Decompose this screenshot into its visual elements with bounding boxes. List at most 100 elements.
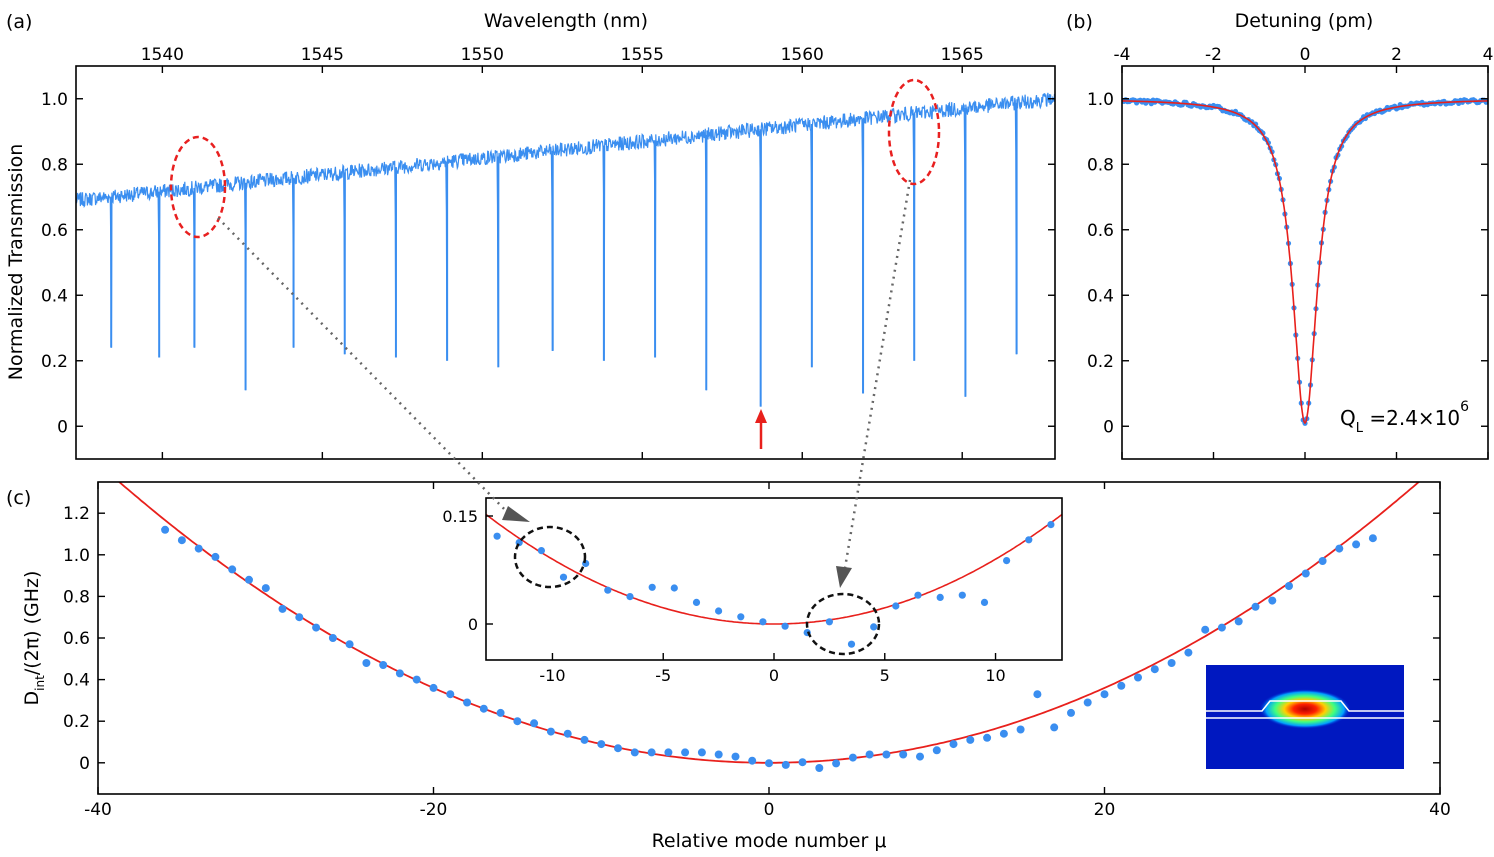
panel-c-data-point — [966, 735, 975, 744]
panel-c-data-point — [1352, 540, 1361, 549]
panel-c-data-point — [597, 740, 606, 749]
panel-c-data-point — [479, 704, 488, 713]
waveguide-mode-profile-image — [1206, 665, 1404, 769]
inset-data-point — [626, 593, 634, 601]
panel-b-xtick-label-4: 4 — [1483, 45, 1494, 65]
inset-data-point — [692, 598, 701, 607]
panel-b-ytick-label-1: 0.2 — [1087, 352, 1114, 372]
panel-b-ytick-label-5: 1.0 — [1087, 90, 1114, 110]
inset-parabolic-fit — [486, 513, 1062, 625]
panel-c-plot-area — [117, 482, 1421, 772]
panel-b-resonance-chart: -4 -2 0 2 4 0 0.2 0.4 0.6 0.8 1.0 — [1087, 45, 1494, 460]
panel-c-xtick-label-0: -40 — [84, 800, 112, 820]
panel-c-data-point — [916, 752, 924, 761]
inset-plot-area — [486, 513, 1062, 648]
panel-a-ytick-label-0: 0 — [57, 417, 68, 437]
panel-c-data-point — [1251, 602, 1260, 611]
highlight-ellipse-right-a — [887, 78, 941, 186]
panel-c-data-point — [429, 683, 438, 692]
panel-c-data-point — [714, 750, 723, 759]
panel-c-data-point — [999, 729, 1008, 738]
panel-a-xtick-label-2: 1550 — [461, 45, 504, 65]
panel-a-transmission-trace — [76, 92, 1055, 407]
inset-data-point — [870, 623, 878, 631]
panel-c-data-point — [412, 675, 421, 684]
panel-c-data-point — [446, 690, 455, 699]
panel-b-ytick-label-4: 0.8 — [1087, 155, 1114, 175]
inset-data-point — [715, 607, 723, 615]
connector-arrow-right — [836, 179, 912, 588]
panel-c-data-point — [1301, 569, 1310, 578]
panel-c-data-point — [177, 536, 186, 545]
inset-xtick-label-1: -5 — [655, 666, 671, 685]
panel-c-data-point — [932, 746, 941, 755]
panel-c-data-point — [278, 604, 287, 613]
panel-label-a: (a) — [6, 11, 32, 33]
panel-c-ytick-label-0: 0 — [79, 754, 90, 774]
panel-a-ytick-label-2: 0.4 — [41, 286, 68, 306]
inset-data-point — [1003, 557, 1011, 565]
panel-c-data-point — [379, 661, 388, 669]
panel-c-data-point — [1067, 708, 1075, 717]
panel-c-data-point — [681, 748, 690, 757]
panel-c-data-point — [211, 552, 220, 561]
inset-data-point — [914, 591, 922, 599]
panel-c-xtick-label-3: 20 — [1094, 800, 1116, 820]
inset-data-point — [847, 640, 856, 648]
panel-c-data-point — [848, 753, 857, 762]
panel-b-xlabel: Detuning (pm) — [1235, 10, 1374, 32]
panel-c-data-point — [899, 750, 908, 759]
panel-a-xtick-label-1: 1545 — [301, 45, 344, 65]
connector-arrow-left — [217, 217, 530, 522]
panel-a-xlabel: Wavelength (nm) — [484, 10, 648, 32]
panel-c-data-point — [647, 748, 656, 757]
inset-data-point — [936, 593, 944, 602]
panel-a-ytick-label-4: 0.8 — [41, 155, 68, 175]
inset-data-point — [737, 613, 745, 621]
panel-c-data-point — [765, 759, 773, 768]
panel-b-xtick-label-2: 0 — [1300, 45, 1311, 65]
highlight-ellipse-right-inset — [805, 592, 881, 656]
panel-c-data-point — [161, 525, 170, 534]
panel-a-ytick-label-5: 1.0 — [41, 90, 68, 110]
panel-b-xtick-label-1: -2 — [1205, 45, 1222, 65]
panel-a-ytick-label-3: 0.6 — [41, 221, 68, 241]
panel-c-xtick-label-2: 0 — [764, 800, 775, 820]
inset-data-point — [604, 586, 612, 594]
panel-a-plot-area — [76, 92, 1055, 407]
panel-c-data-point — [1167, 659, 1176, 667]
panel-c-data-point — [1117, 681, 1126, 690]
panel-c-data-point — [245, 575, 253, 584]
inset-data-point — [493, 532, 501, 540]
inset-data-point — [759, 618, 767, 626]
panel-c-xlabel: Relative mode number μ — [652, 830, 887, 852]
panel-b-xtick-label-3: 2 — [1391, 45, 1402, 65]
panel-c-ytick-label-2: 0.4 — [63, 671, 90, 691]
panel-c-ylabel: Dint/(2π) (GHz) — [21, 571, 47, 706]
panel-c-data-point — [496, 708, 505, 717]
panel-c-data-point — [513, 717, 522, 726]
panel-label-b: (b) — [1066, 11, 1093, 33]
inset-data-point — [559, 573, 568, 581]
panel-c-data-point — [1335, 544, 1344, 553]
panel-c-data-point — [697, 748, 706, 757]
inset-data-point — [781, 622, 789, 630]
panel-c-data-point — [546, 727, 555, 736]
panel-c-data-point — [362, 659, 371, 667]
panel-c-ytick-label-3: 0.6 — [63, 629, 90, 649]
panel-c-data-point — [295, 613, 304, 622]
panel-c-data-point — [1134, 673, 1142, 682]
panel-a-xtick-label-0: 1540 — [141, 45, 184, 65]
panel-b-lorentzian-fit — [1122, 100, 1488, 425]
q-factor-annotation: QL =2.4×106 — [1340, 399, 1469, 436]
inset-data-point — [980, 598, 989, 607]
panel-c-data-point — [1184, 648, 1193, 657]
panel-c-data-point — [1083, 698, 1092, 707]
panel-c-xtick-label-1: -20 — [420, 800, 448, 820]
panel-c-data-point — [664, 748, 673, 757]
inset-ytick-label-1: 0.15 — [442, 507, 478, 526]
panel-c-dispersion-chart: -40 -20 0 20 40 0 0.2 0.4 0.6 0.8 1.0 1.2 — [63, 481, 1451, 820]
panel-b-plot-area — [1122, 97, 1488, 426]
panel-c-data-point — [1033, 690, 1042, 699]
